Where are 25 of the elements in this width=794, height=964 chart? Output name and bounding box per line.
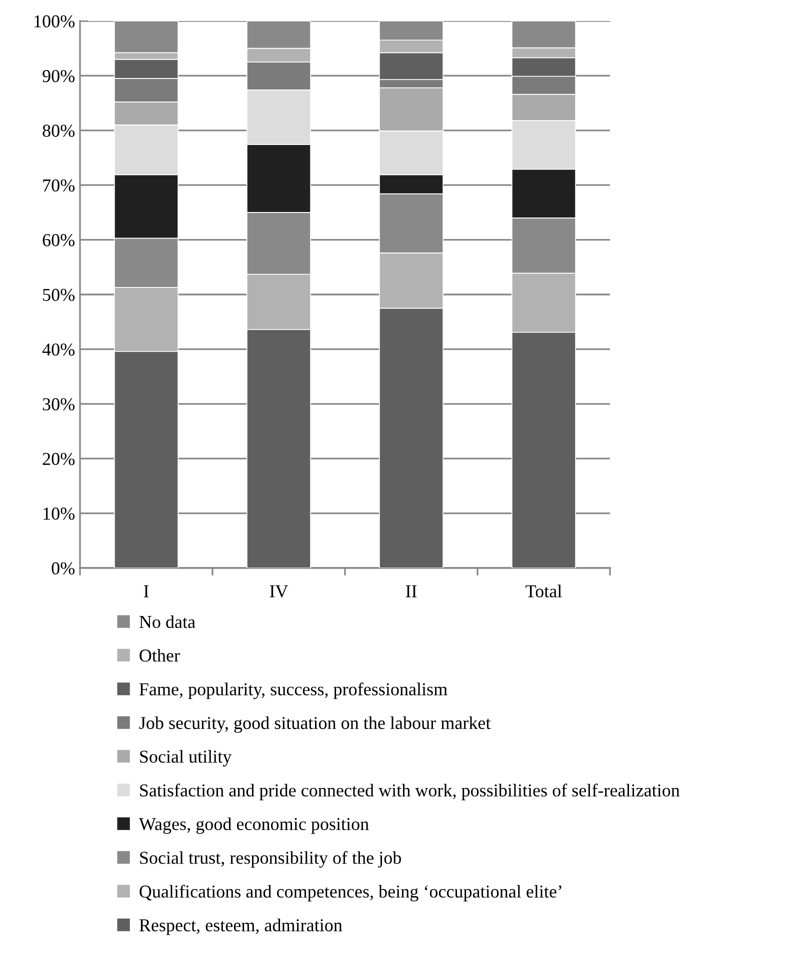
y-tick-label: 70% [43,179,75,192]
legend-label: Other [140,648,180,662]
x-tick-label: IV [270,585,288,598]
y-tick-label: 40% [42,343,75,356]
y-tick-label: 50% [43,288,75,301]
y-tick-label: 30% [42,398,75,410]
legend-label: Qualifications and competences, being ‘occupational elite’ [140,884,562,902]
legend-label: Social utility [140,750,232,766]
y-tick-label: 90% [42,70,75,82]
y-tick-label: 100% [34,15,75,28]
y-tick-label: 0% [52,562,75,574]
legend-label: Social trust, responsibility of the job [140,851,401,868]
legend-label: Wages, good economic position [138,817,369,834]
x-tick-label: I [144,585,149,598]
legend-label: Fame, popularity, success, professionalism [139,682,448,700]
x-tick-label: Total [526,584,562,598]
y-tick-label: 80% [42,124,75,137]
legend-label: No data [139,615,196,628]
x-tick-label: II [406,585,417,598]
legend-label: Respect, esteem, admiration [139,918,342,936]
y-tick-label: 60% [42,234,75,246]
y-tick-label: 20% [42,452,75,466]
legend-label: Satisfaction and pride connected with work, possibilities of self-realization [140,784,680,800]
y-tick-label: 10% [44,508,75,520]
legend-label: Job security, good situation on the labour market [139,716,491,733]
